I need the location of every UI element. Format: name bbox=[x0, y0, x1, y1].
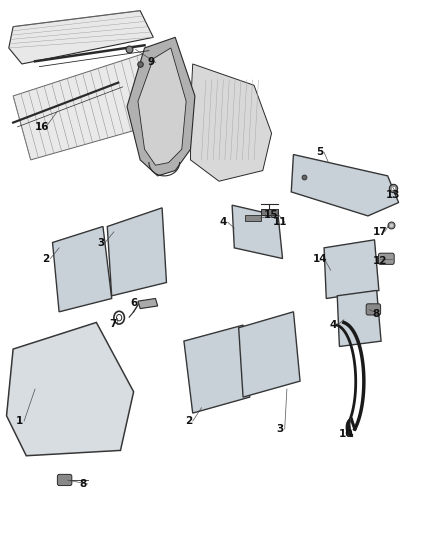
Text: 17: 17 bbox=[373, 227, 388, 237]
PathPatch shape bbox=[291, 155, 399, 216]
FancyBboxPatch shape bbox=[378, 253, 394, 264]
Text: 2: 2 bbox=[185, 416, 192, 426]
PathPatch shape bbox=[324, 240, 379, 298]
PathPatch shape bbox=[107, 208, 166, 296]
PathPatch shape bbox=[138, 48, 186, 165]
PathPatch shape bbox=[324, 240, 379, 298]
PathPatch shape bbox=[239, 312, 300, 397]
PathPatch shape bbox=[239, 312, 300, 397]
Text: 16: 16 bbox=[34, 122, 49, 132]
PathPatch shape bbox=[261, 209, 278, 215]
Text: 10: 10 bbox=[339, 430, 353, 439]
PathPatch shape bbox=[7, 322, 134, 456]
Text: 12: 12 bbox=[373, 256, 388, 266]
PathPatch shape bbox=[245, 215, 261, 221]
PathPatch shape bbox=[53, 227, 112, 312]
PathPatch shape bbox=[191, 64, 272, 181]
Text: 8: 8 bbox=[80, 479, 87, 489]
Text: 6: 6 bbox=[130, 298, 137, 308]
Text: 13: 13 bbox=[385, 190, 400, 199]
PathPatch shape bbox=[138, 298, 158, 309]
PathPatch shape bbox=[9, 11, 153, 64]
Text: 15: 15 bbox=[264, 210, 279, 220]
PathPatch shape bbox=[184, 325, 250, 413]
FancyBboxPatch shape bbox=[57, 474, 72, 486]
PathPatch shape bbox=[232, 205, 283, 259]
Text: 7: 7 bbox=[110, 319, 117, 329]
PathPatch shape bbox=[107, 208, 166, 296]
PathPatch shape bbox=[291, 155, 399, 216]
Text: 4: 4 bbox=[220, 217, 227, 227]
Text: 11: 11 bbox=[273, 217, 288, 227]
Text: 9: 9 bbox=[148, 58, 155, 67]
PathPatch shape bbox=[127, 37, 195, 176]
Text: 3: 3 bbox=[277, 424, 284, 434]
PathPatch shape bbox=[337, 290, 381, 346]
Text: 5: 5 bbox=[316, 148, 323, 157]
PathPatch shape bbox=[53, 227, 112, 312]
PathPatch shape bbox=[337, 290, 381, 346]
Text: 14: 14 bbox=[312, 254, 327, 263]
Text: 1: 1 bbox=[16, 416, 23, 426]
FancyBboxPatch shape bbox=[366, 304, 381, 315]
PathPatch shape bbox=[13, 53, 162, 160]
Text: 4: 4 bbox=[329, 320, 336, 330]
PathPatch shape bbox=[184, 325, 250, 413]
Text: 2: 2 bbox=[42, 254, 49, 263]
Text: 3: 3 bbox=[97, 238, 104, 247]
Text: 8: 8 bbox=[372, 310, 379, 319]
PathPatch shape bbox=[7, 322, 134, 456]
PathPatch shape bbox=[232, 205, 283, 259]
